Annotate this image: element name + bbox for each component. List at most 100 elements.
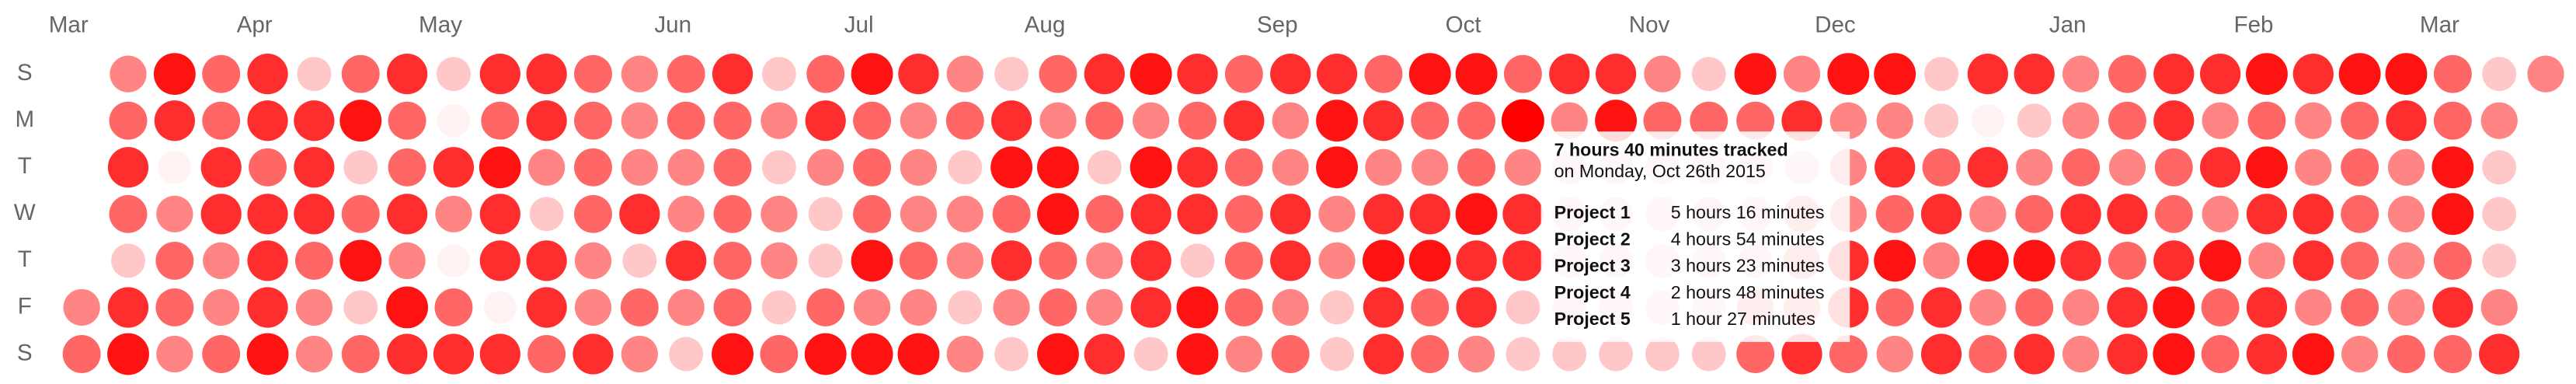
day-cell: [1691, 57, 1726, 92]
day-cell: [2062, 102, 2100, 139]
day-cell: [386, 333, 428, 375]
day-cell: [2480, 102, 2518, 139]
day-cell: [2014, 333, 2055, 375]
tooltip: 7 hours 40 minutes tracked on Monday, Oc…: [1540, 131, 1850, 342]
day-cell: [1783, 55, 1821, 93]
day-cell: [622, 243, 657, 278]
day-cell: [898, 54, 939, 95]
day-cell: [2387, 148, 2425, 186]
day-cell: [483, 291, 517, 324]
day-cell: [341, 335, 380, 373]
day-cell: [154, 100, 195, 141]
day-cell: [437, 104, 471, 138]
day-cell: [1967, 54, 2008, 95]
day-label: T: [18, 246, 32, 272]
day-cell: [713, 148, 752, 187]
day-label: T: [18, 153, 32, 179]
day-cell: [526, 287, 567, 328]
day-cell: [2015, 194, 2054, 233]
day-cell: [2107, 287, 2148, 328]
day-cell: [107, 147, 149, 188]
month-label: Mar: [49, 12, 89, 38]
day-cell: [619, 194, 660, 235]
day-cell: [203, 242, 240, 280]
day-cell: [761, 57, 796, 92]
day-cell: [2201, 335, 2240, 373]
day-cell: [1037, 146, 1079, 189]
month-label: Jun: [654, 12, 691, 38]
day-cell: [1130, 240, 1171, 281]
day-cell: [1551, 102, 1588, 139]
day-cell: [479, 333, 520, 375]
month-label: Jan: [2049, 12, 2087, 38]
day-cell: [1320, 337, 1354, 372]
day-cell: [1966, 239, 2009, 282]
day-cell: [990, 100, 1032, 141]
day-cell: [109, 101, 148, 140]
day-cell: [436, 57, 471, 92]
day-cell: [2341, 335, 2379, 373]
day-cell: [1549, 54, 1590, 95]
day-cell: [158, 151, 191, 184]
day-cell: [621, 55, 658, 93]
day-cell: [1130, 146, 1172, 189]
day-cell: [2480, 288, 2518, 326]
project-duration: 4 hours 54 minutes: [1671, 229, 1825, 249]
day-cell: [247, 240, 288, 281]
day-cell: [1084, 333, 1125, 375]
day-cell: [1270, 240, 1311, 281]
day-cell: [1037, 333, 1079, 375]
day-cell: [2295, 148, 2332, 186]
day-cell: [1224, 54, 1263, 93]
day-cell: [1457, 101, 1496, 140]
month-label: Sep: [1257, 12, 1298, 38]
day-cell: [107, 287, 149, 328]
day-cell: [2433, 101, 2472, 140]
day-cell: [2199, 147, 2241, 188]
day-cell: [2482, 57, 2517, 92]
day-cell: [2246, 333, 2288, 375]
day-cell: [2246, 53, 2288, 96]
day-cell: [667, 101, 705, 140]
day-cell: [1363, 100, 1404, 141]
day-cell: [573, 333, 614, 375]
day-cell: [2062, 288, 2100, 326]
day-cell: [1177, 54, 1218, 95]
day-cell: [669, 337, 704, 372]
day-cell: [156, 195, 193, 232]
day-cell: [1130, 53, 1172, 96]
day-cell: [529, 197, 564, 232]
day-cell: [713, 241, 752, 280]
day-cell: [946, 335, 983, 373]
day-cell: [945, 101, 984, 140]
day-cell: [1645, 337, 1680, 372]
day-cell: [479, 240, 520, 281]
day-cell: [1176, 333, 1219, 375]
day-cell: [2433, 54, 2472, 93]
day-cell: [2060, 240, 2101, 281]
day-cell: [249, 148, 287, 187]
day-cell: [1411, 288, 1450, 326]
day-cell: [1502, 194, 1544, 235]
day-cell: [434, 288, 473, 326]
day-cell: [1967, 147, 2008, 188]
day-cell: [851, 333, 893, 375]
day-cell: [2062, 55, 2100, 93]
day-cell: [574, 101, 612, 140]
day-cell: [1224, 194, 1263, 233]
month-label: Apr: [237, 12, 273, 38]
day-cell: [433, 147, 475, 188]
day-cell: [1644, 55, 1681, 93]
day-cell: [110, 55, 147, 93]
day-cell: [1876, 102, 1913, 139]
day-cell: [63, 288, 100, 326]
month-label: Feb: [2234, 12, 2274, 38]
day-cell: [109, 194, 148, 233]
day-cell: [666, 240, 707, 281]
day-cell: [1224, 100, 1265, 141]
day-cell: [479, 146, 521, 189]
day-label: W: [14, 200, 36, 225]
day-cell: [1316, 99, 1358, 142]
day-cell: [1318, 242, 1356, 280]
